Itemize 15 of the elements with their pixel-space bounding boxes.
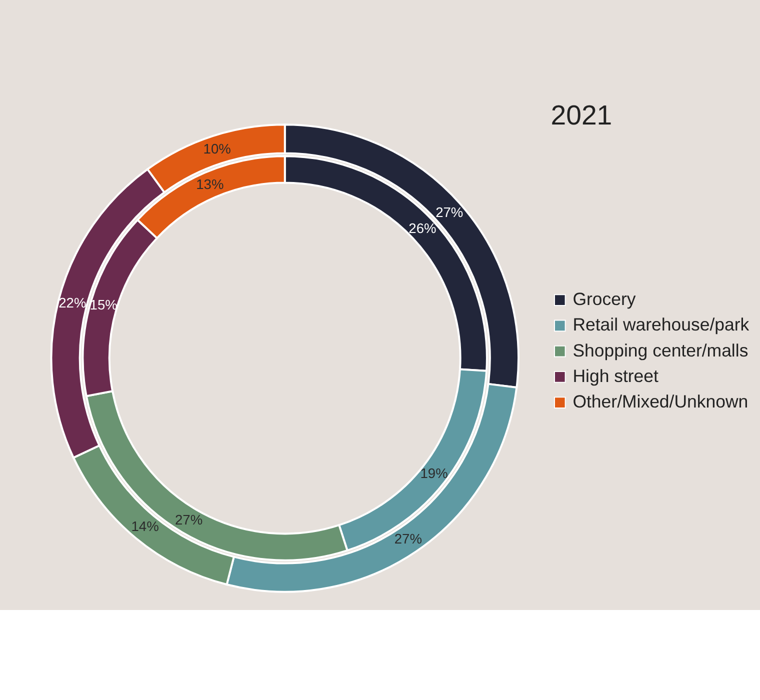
legend-label: Other/Mixed/Unknown — [572, 392, 748, 412]
legend-label: High street — [572, 366, 659, 386]
data-label: 22% — [58, 296, 86, 311]
data-label: 10% — [203, 142, 231, 157]
data-label: 14% — [131, 519, 159, 534]
legend-label: Shopping center/malls — [572, 340, 748, 360]
data-label: 13% — [196, 176, 224, 192]
data-label: 27% — [394, 532, 422, 547]
data-label: 26% — [408, 220, 436, 236]
legend-label: Grocery — [572, 289, 636, 309]
data-label: 27% — [174, 512, 203, 528]
chart-title: 2021 — [550, 100, 612, 131]
data-label: 19% — [420, 466, 448, 481]
data-label: 27% — [436, 205, 464, 220]
legend-label: Retail warehouse/park — [572, 314, 750, 335]
